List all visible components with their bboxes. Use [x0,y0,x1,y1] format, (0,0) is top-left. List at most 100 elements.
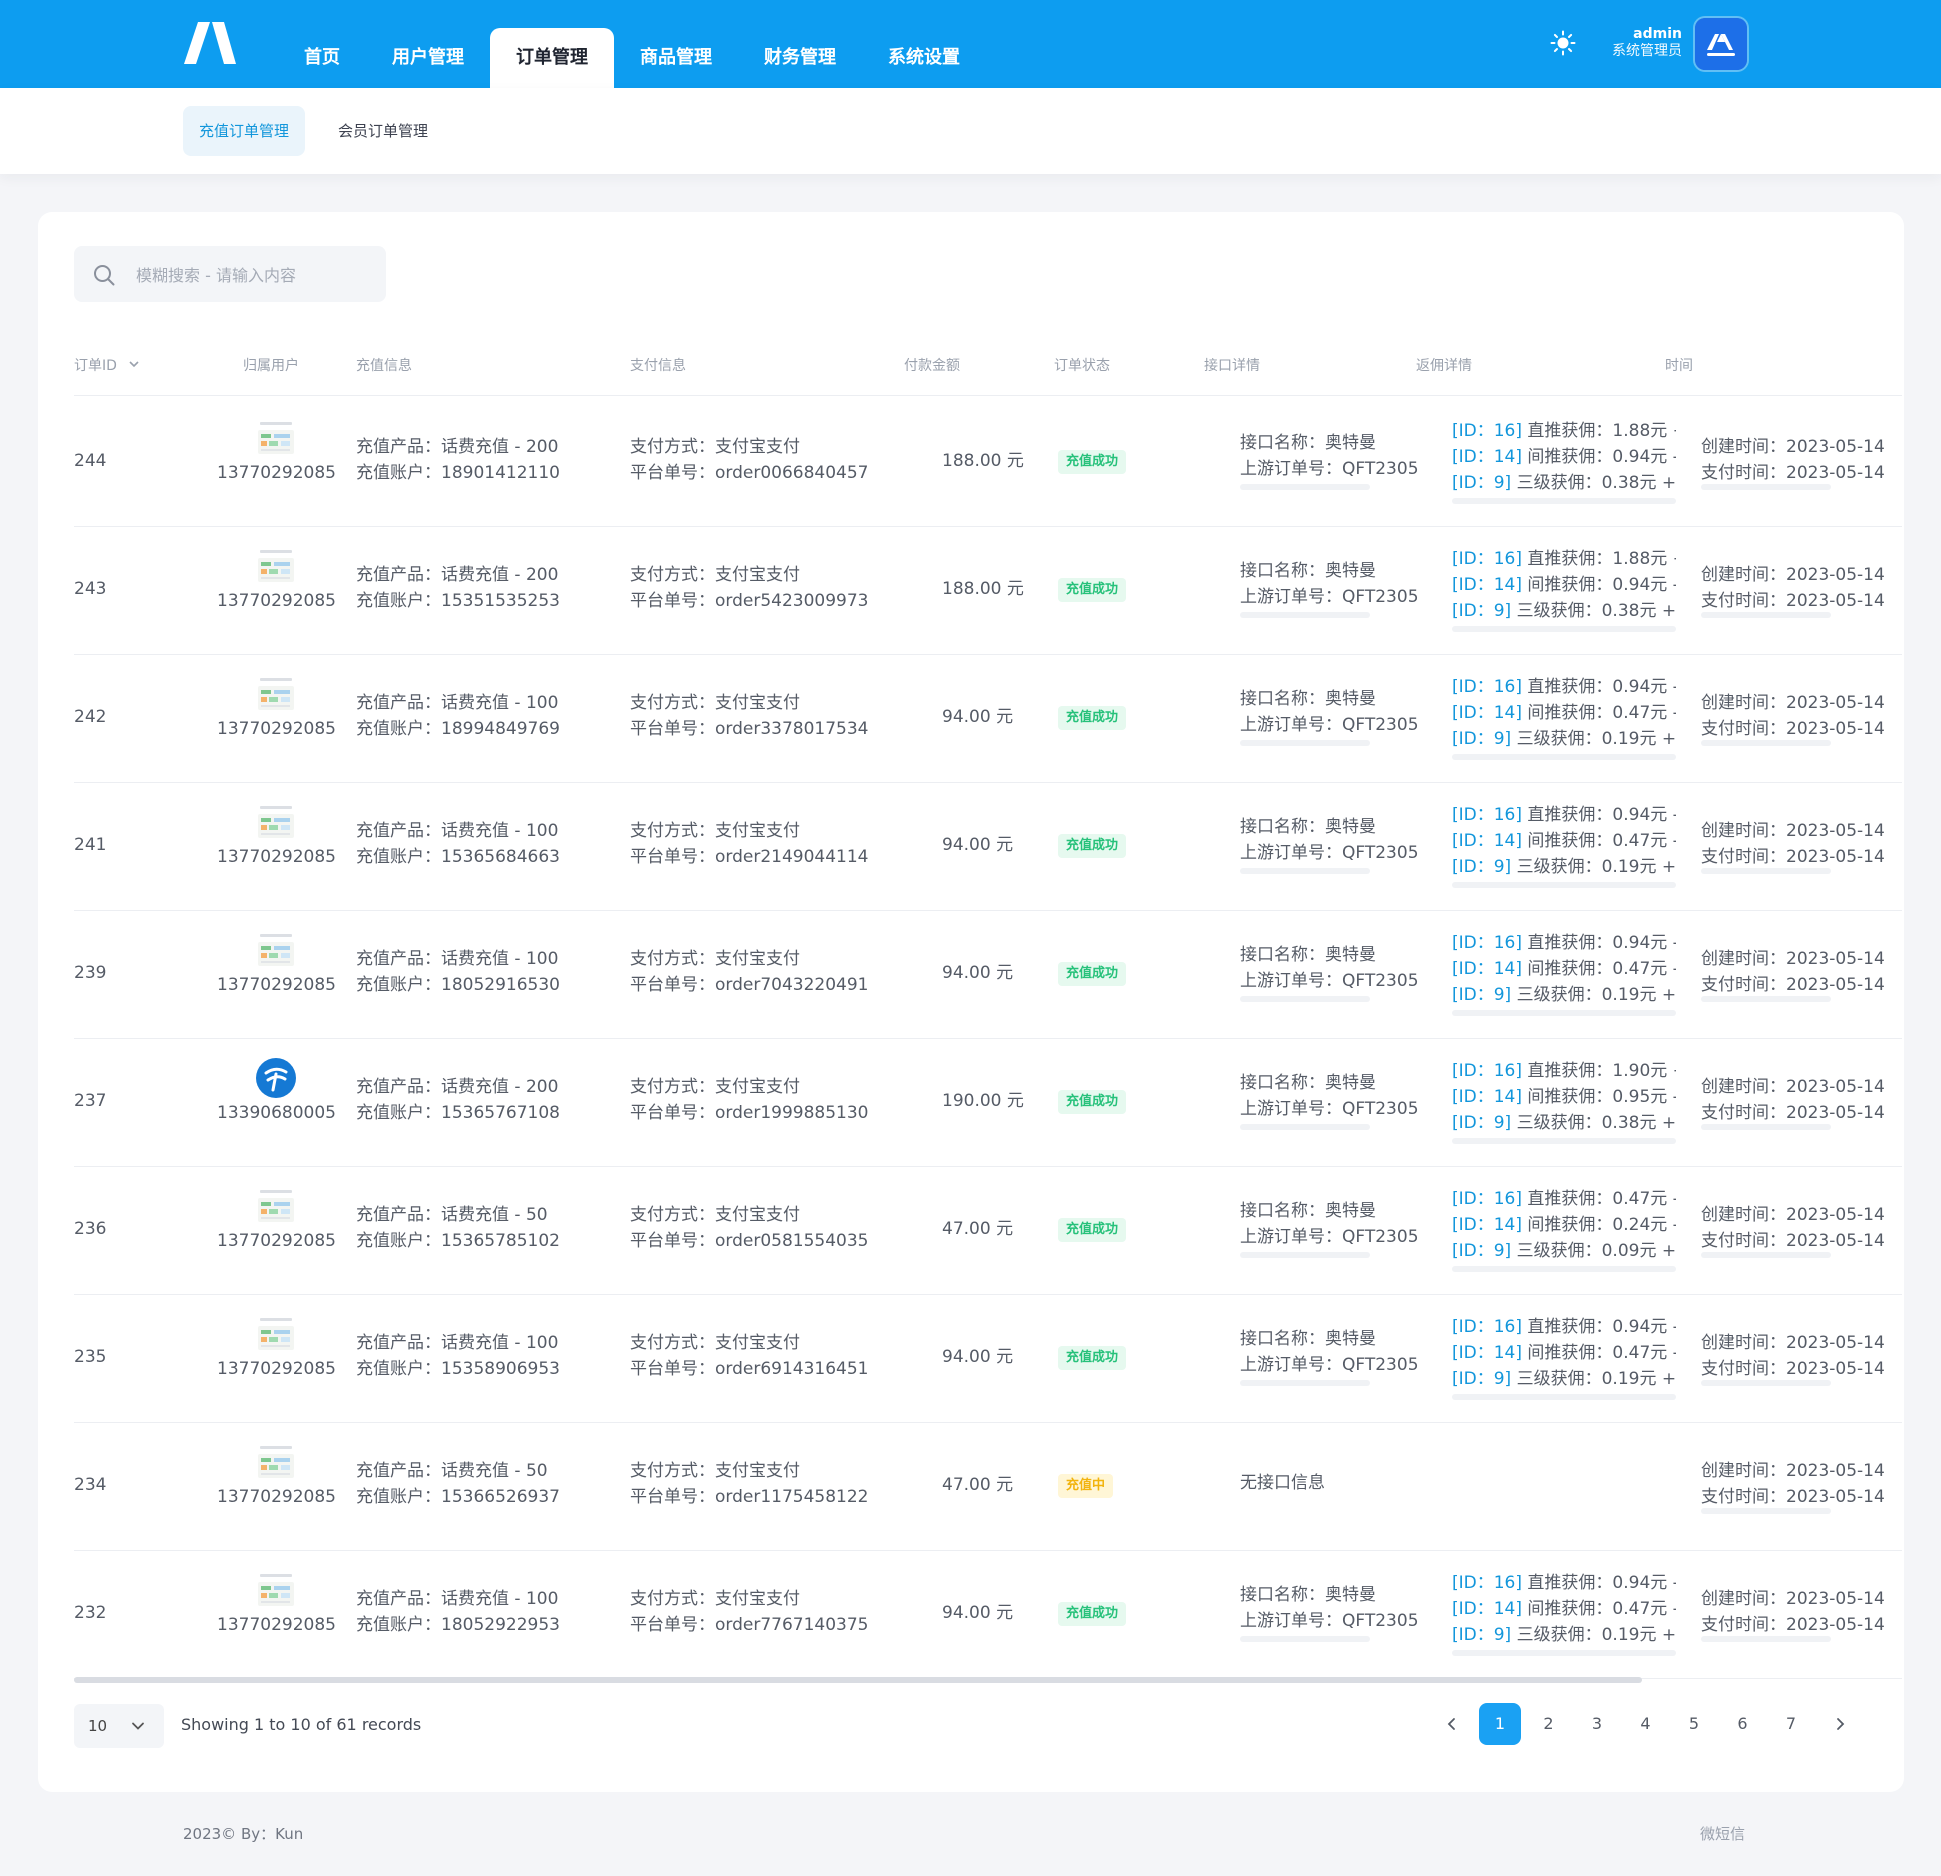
commission-user-id[interactable]: [ID：16] [1452,805,1523,825]
nav-item-4[interactable]: 财务管理 [764,47,836,68]
commission-user-id[interactable]: [ID：14] [1452,575,1523,595]
horizontal-scrollbar[interactable] [74,1677,1642,1683]
pay-method: 支付方式：支付宝支付 [630,565,800,585]
commission-text: 间推获佣：0.47元 - [1527,1343,1676,1363]
paid-time: 支付时间：2023-05-14 [1701,1487,1885,1507]
table-row[interactable]: 234 13770292085 充值产品：话费充值 - 50 充值账户：1536652… [74,1422,1902,1551]
commission-user-id[interactable]: [ID：9] [1452,1241,1512,1261]
commission-user-id[interactable]: [ID：14] [1452,1343,1523,1363]
column-header-7: 返佣详情 [1416,358,1472,374]
text-underline [1452,1394,1676,1400]
column-header-4: 付款金额 [904,358,960,374]
table-row[interactable]: 239 13770292085 充值产品：话费充值 - 100 充值账户：180529… [74,910,1902,1039]
china-telecom-logo-icon [256,1058,296,1098]
table-row[interactable]: 243 13770292085 充值产品：话费充值 - 200 充值账户：153515… [74,526,1902,655]
commission-text: 直推获佣：0.94元 - [1527,805,1676,825]
commission-user-id[interactable]: [ID：14] [1452,703,1523,723]
status-badge: 充值成功 [1058,706,1127,730]
page-button-3[interactable]: 3 [1591,1714,1603,1733]
user-phone: 13770292085 [217,463,336,483]
commission-line: [ID：14] 间推获佣：0.94元 - [1452,444,1676,470]
nav-item-5[interactable]: 系统设置 [888,47,960,68]
logo-icon[interactable] [182,20,238,66]
recharge-product: 充值产品：话费充值 - 200 [356,437,559,457]
commission-user-id[interactable]: [ID：14] [1452,831,1523,851]
search-box[interactable] [74,246,386,304]
commission-user-id[interactable]: [ID：9] [1452,1369,1512,1389]
tab-member-orders[interactable]: 会员订单管理 [338,122,429,140]
commission-user-id[interactable]: [ID：16] [1452,549,1523,569]
commission-user-id[interactable]: [ID：9] [1452,857,1512,877]
platform-order-no: 平台单号：order6914316451 [630,1359,869,1379]
column-header-8: 时间 [1665,358,1693,374]
table-row[interactable]: 232 13770292085 充值产品：话费充值 - 100 充值账户：180529… [74,1550,1902,1679]
commission-user-id[interactable]: [ID：14] [1452,1599,1523,1619]
nav-item-1[interactable]: 用户管理 [392,47,464,68]
commission-text: 三级获佣：0.19元 + [1516,1625,1676,1645]
table-row[interactable]: 242 13770292085 充值产品：话费充值 - 100 充值账户：189948… [74,654,1902,783]
nav-item-2[interactable]: 订单管理 [490,28,614,88]
order-id: 234 [74,1475,107,1495]
prev-page-button[interactable] [1431,1703,1473,1745]
created-time: 创建时间：2023-05-14 [1701,565,1885,585]
commission-user-id[interactable]: [ID：9] [1452,729,1512,749]
commission-user-id[interactable]: [ID：9] [1452,601,1512,621]
commission-user-id[interactable]: [ID：14] [1452,959,1523,979]
page-button-5[interactable]: 5 [1688,1714,1700,1733]
nav-item-0[interactable]: 首页 [304,47,340,68]
commission-user-id[interactable]: [ID：16] [1452,677,1523,697]
header-divider [74,395,1902,396]
column-header-0[interactable]: 订单ID [74,358,117,374]
api-name: 接口名称：奥特曼 [1240,433,1376,453]
page-button-4[interactable]: 4 [1640,1714,1651,1733]
order-id: 237 [74,1091,107,1111]
page-size-select[interactable]: 10 [74,1704,164,1748]
nav-item-3[interactable]: 商品管理 [640,47,712,68]
platform-order-no: 平台单号：order2149044114 [630,847,869,867]
status-badge: 充值成功 [1058,1602,1127,1626]
table-row[interactable]: 241 13770292085 充值产品：话费充值 - 100 充值账户：153656… [74,782,1902,911]
commission-user-id[interactable]: [ID：14] [1452,447,1523,467]
order-id: 243 [74,579,107,599]
tab-recharge-orders[interactable]: 充值订单管理 [183,106,306,156]
amount: 94.00 元 [942,1603,1014,1623]
commission-user-id[interactable]: [ID：16] [1452,421,1523,441]
paid-time: 支付时间：2023-05-14 [1701,463,1885,483]
commission-user-id[interactable]: [ID：9] [1452,1113,1512,1133]
commission-user-id[interactable]: [ID：9] [1452,985,1512,1005]
commission-user-id[interactable]: [ID：14] [1452,1215,1523,1235]
text-underline [1240,868,1370,874]
page-button-2[interactable]: 2 [1543,1714,1554,1733]
footer-brand[interactable]: 微短信 [1700,1825,1746,1843]
search-input[interactable] [134,246,378,304]
user-phone: 13390680005 [217,1103,336,1123]
commission-user-id[interactable]: [ID：16] [1452,1189,1523,1209]
commission-user-id[interactable]: [ID：9] [1452,473,1512,493]
table-row[interactable]: 244 13770292085 充值产品：话费充值 - 200 充值账户：189014… [74,398,1902,527]
commission-user-id[interactable]: [ID：16] [1452,1317,1523,1337]
user-info[interactable]: admin 系统管理员 [1590,26,1682,60]
avatar[interactable] [1695,18,1747,70]
table-row[interactable]: 235 13770292085 充值产品：话费充值 - 100 充值账户：153589… [74,1294,1902,1423]
created-time: 创建时间：2023-05-14 [1701,1589,1885,1609]
upstream-order-no: 上游订单号：QFT2305 [1240,587,1419,607]
commission-user-id[interactable]: [ID：16] [1452,933,1523,953]
prev-page-icon [1447,1718,1455,1730]
commission-user-id[interactable]: [ID：14] [1452,1087,1523,1107]
table-row[interactable]: 237 13390680005 充值产品：话费充值 - 200 充值账户：153657… [74,1038,1902,1167]
pay-method: 支付方式：支付宝支付 [630,1205,800,1225]
commission-user-id[interactable]: [ID：9] [1452,1625,1512,1645]
recharge-product: 充值产品：话费充值 - 50 [356,1461,548,1481]
page-button-1[interactable]: 1 [1479,1703,1521,1745]
page-button-7[interactable]: 7 [1785,1714,1797,1733]
user-phone: 13770292085 [217,1487,336,1507]
commission-user-id[interactable]: [ID：16] [1452,1061,1523,1081]
api-name: 接口名称：奥特曼 [1240,1073,1376,1093]
sun-icon[interactable] [1550,30,1576,56]
table-row[interactable]: 236 13770292085 充值产品：话费充值 - 50 充值账户：1536578… [74,1166,1902,1295]
next-page-button[interactable] [1819,1703,1861,1745]
amount: 94.00 元 [942,835,1014,855]
commission-user-id[interactable]: [ID：16] [1452,1573,1523,1593]
sort-chevron-icon[interactable] [128,358,140,370]
page-button-6[interactable]: 6 [1737,1714,1748,1733]
